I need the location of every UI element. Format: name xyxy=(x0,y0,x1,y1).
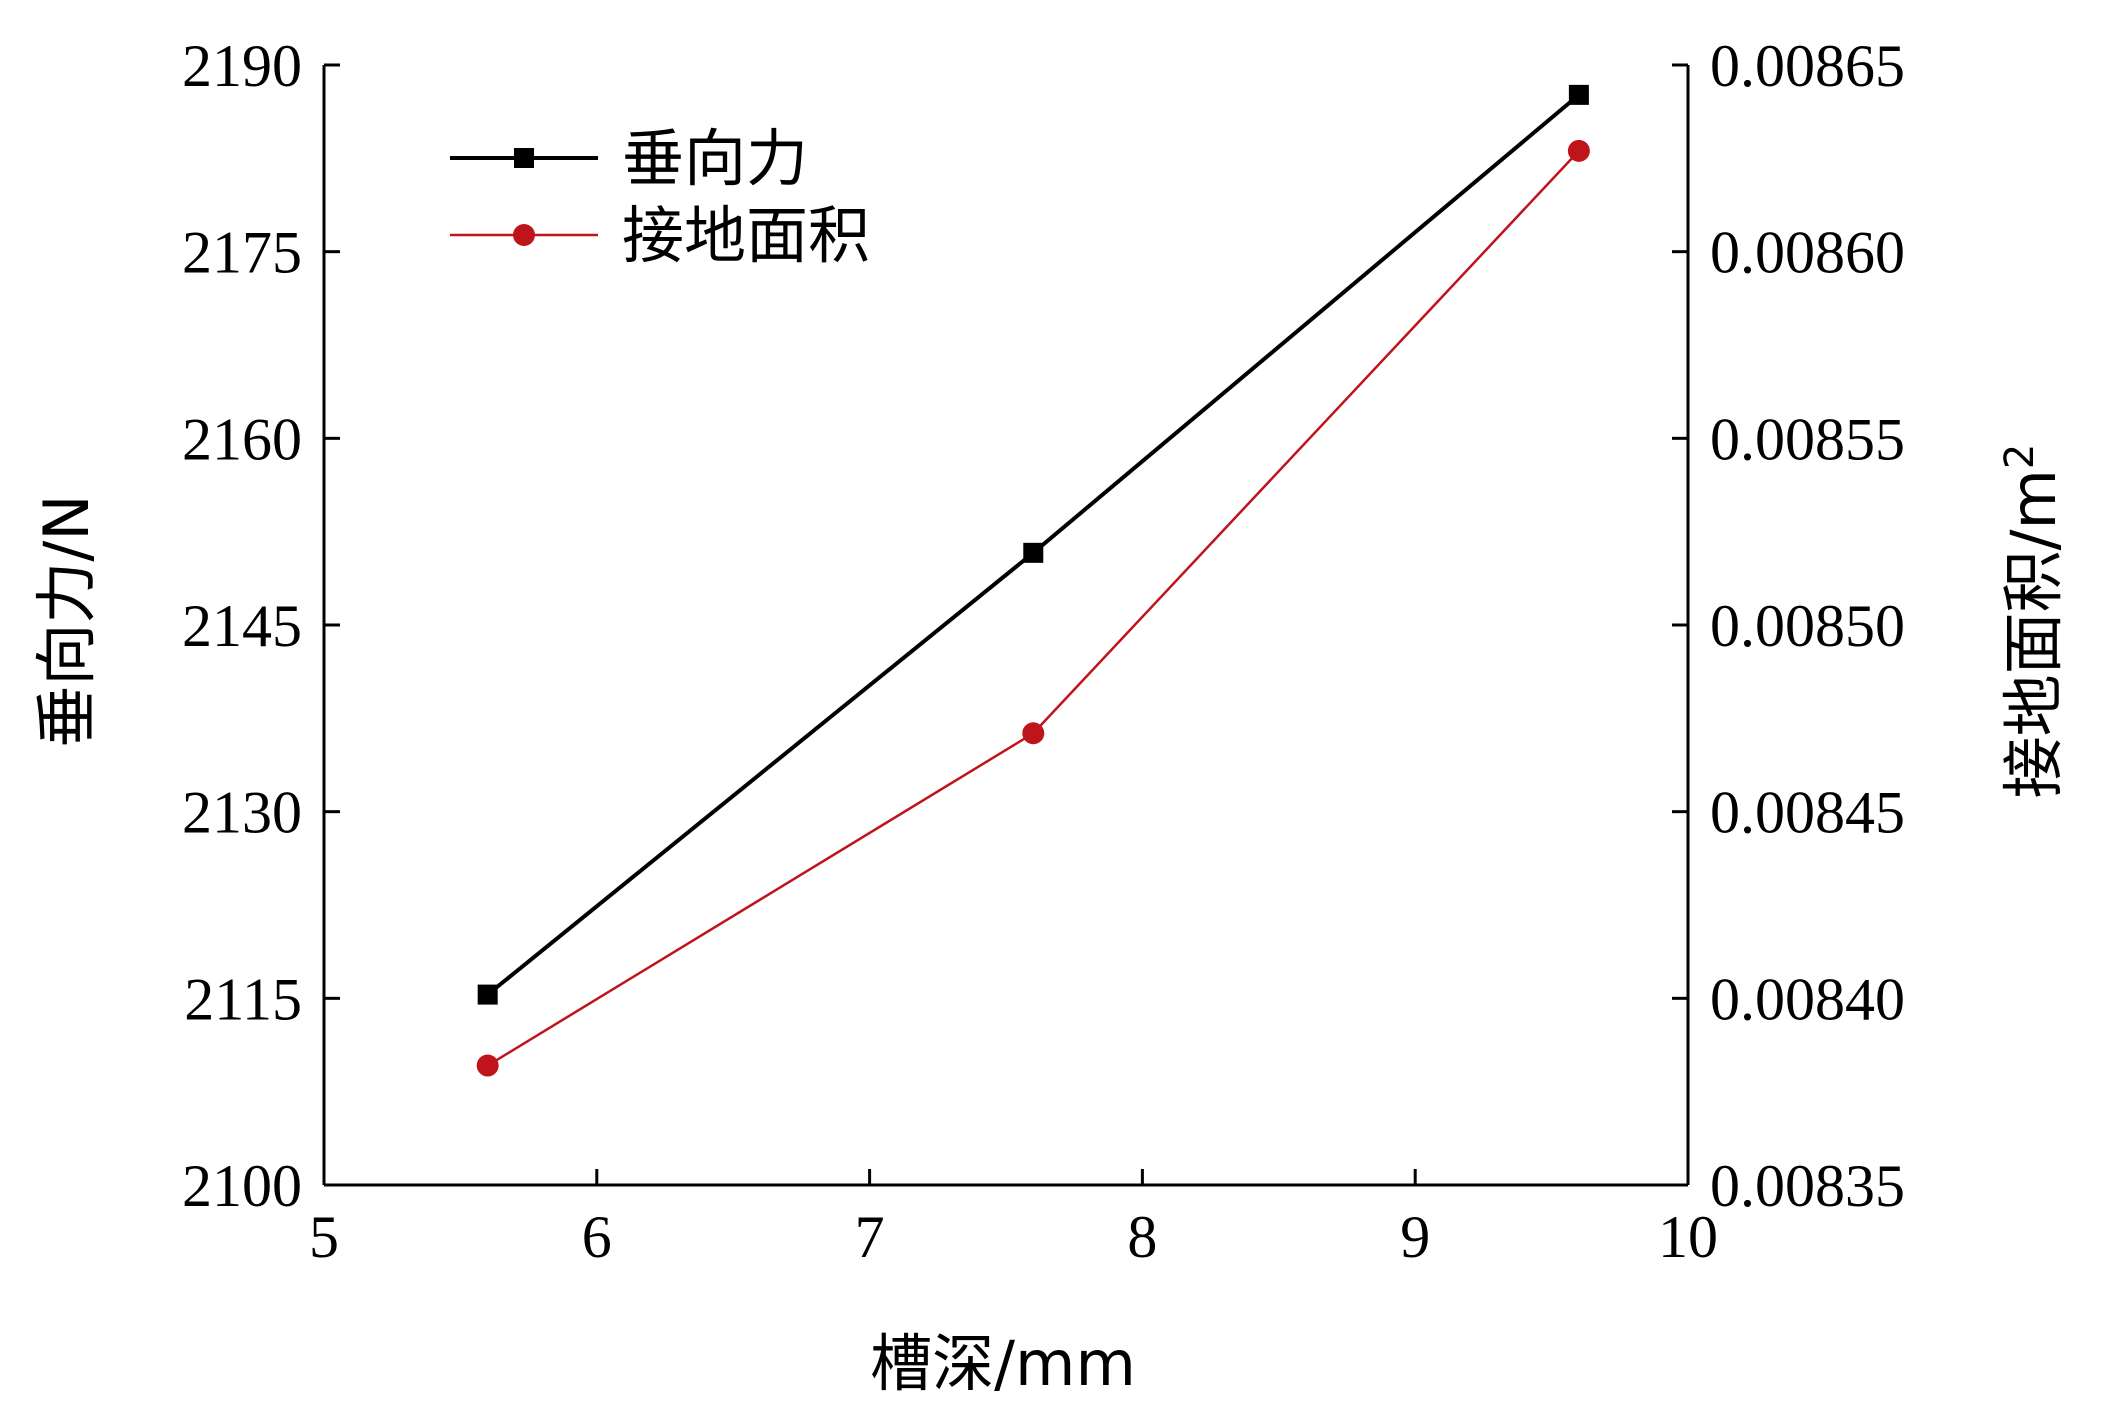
y-axis-right-title-superscript: 2 xyxy=(1997,444,2043,469)
y-left-tick-label: 2145 xyxy=(182,593,302,659)
y-right-tick-label: 0.00860 xyxy=(1710,220,1905,286)
contact-area-point xyxy=(1567,139,1590,162)
y-axis-left-title: 垂向力/N xyxy=(30,494,103,747)
y-axis-right-title-main: 接地面积/m xyxy=(1997,469,2070,798)
contact-area-point xyxy=(1022,722,1045,745)
vertical-force-point xyxy=(1023,542,1044,563)
contact-area-line xyxy=(487,150,1580,1067)
y-left-tick-label: 2130 xyxy=(182,780,302,846)
y-left-tick-label: 2100 xyxy=(182,1153,302,1219)
y-right-tick-label: 0.00845 xyxy=(1710,780,1905,846)
contact-area-legend-marker xyxy=(513,224,535,246)
y-right-tick-label: 0.00865 xyxy=(1710,33,1905,99)
x-tick-label: 8 xyxy=(1127,1204,1157,1270)
x-tick-label: 7 xyxy=(855,1204,885,1270)
vertical-force-legend-label: 垂向力 xyxy=(622,122,808,195)
vertical-force-legend-marker xyxy=(514,148,534,168)
vertical-force-point xyxy=(477,984,498,1005)
y-left-tick-label: 2115 xyxy=(184,966,302,1032)
vertical-force-point xyxy=(1568,84,1589,105)
y-axis-right: 0.00835 0.00840 0.00845 0.00850 0.00855 0.008… xyxy=(1672,33,1905,1219)
y-axis-left: 2100 2115 2130 2145 2160 2175 2190 xyxy=(182,33,340,1219)
y-right-tick-label: 0.00840 xyxy=(1710,966,1905,1032)
contact-area-point xyxy=(476,1054,499,1077)
series-layer xyxy=(476,84,1590,1077)
y-left-tick-label: 2160 xyxy=(182,406,302,472)
y-right-tick-label: 0.00835 xyxy=(1710,1153,1905,1219)
x-axis: 5 6 7 8 9 10 xyxy=(309,1169,1718,1270)
y-left-tick-label: 2190 xyxy=(182,33,302,99)
y-right-tick-label: 0.00850 xyxy=(1710,593,1905,659)
x-tick-label: 9 xyxy=(1400,1204,1430,1270)
y-axis-right-title: 接地面积/m2 xyxy=(1997,444,2070,799)
x-axis-title: 槽深/mm xyxy=(870,1327,1136,1400)
x-tick-label: 5 xyxy=(309,1204,339,1270)
y-left-tick-label: 2175 xyxy=(182,220,302,286)
contact-area-legend-label: 接地面积 xyxy=(622,199,870,272)
y-right-tick-label: 0.00855 xyxy=(1710,406,1905,472)
x-tick-label: 6 xyxy=(582,1204,612,1270)
x-tick-label: 10 xyxy=(1658,1204,1718,1270)
